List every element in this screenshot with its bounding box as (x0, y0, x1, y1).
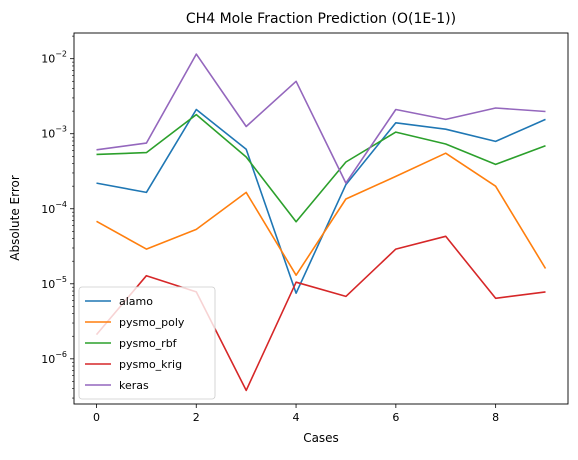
legend-label: pysmo_poly (119, 316, 185, 329)
x-tick-label: 6 (392, 411, 399, 424)
x-tick-label: 4 (293, 411, 300, 424)
series-line-alamo (96, 108, 546, 295)
y-tick-label: 10−5 (41, 275, 67, 291)
y-tick-label: 10−2 (41, 50, 67, 66)
y-tick-label: 10−6 (41, 350, 67, 366)
x-tick-label: 0 (93, 411, 100, 424)
y-tick-label: 10−3 (41, 125, 67, 141)
series-line-pysmo-poly (96, 152, 547, 277)
x-tick-label: 8 (492, 411, 499, 424)
legend-label: pysmo_rbf (119, 337, 178, 350)
legend-label: keras (119, 379, 149, 392)
x-tick-label: 2 (193, 411, 200, 424)
legend-label: pysmo_krig (119, 358, 182, 371)
y-tick-label: 10−4 (41, 200, 67, 216)
series-line-pysmo-rbf (96, 113, 546, 223)
legend-label: alamo (119, 295, 153, 308)
legend-box (78, 286, 216, 400)
axis-ticks: 0 2 4 6 8 10−6 10−5 10−4 10−3 10−2 (41, 35, 499, 424)
y-axis-label: Absolute Error (8, 175, 22, 261)
chart-title: CH4 Mole Fraction Prediction (O(1E-1)) (186, 11, 456, 27)
plot-area (95, 53, 547, 392)
plot-frame (73, 32, 569, 405)
x-axis-label: Cases (303, 431, 339, 445)
series-line-keras (96, 53, 546, 184)
series-line-pysmo-krig (95, 235, 546, 392)
